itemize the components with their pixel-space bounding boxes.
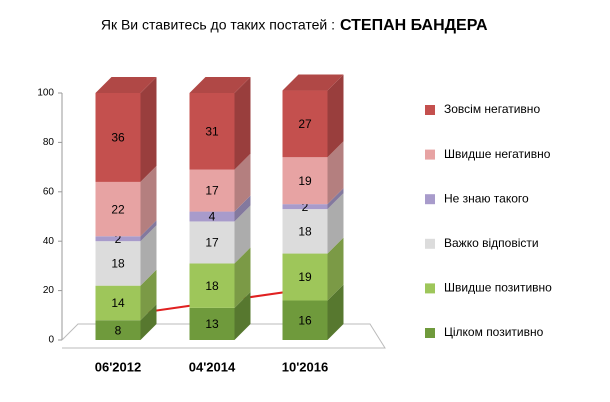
- value-label: 8: [115, 323, 122, 337]
- value-label: 2: [302, 200, 309, 214]
- legend-label: Важко відповісти: [444, 236, 539, 250]
- bar-side: [140, 220, 157, 242]
- bar-top: [189, 77, 251, 93]
- bar-side: [140, 225, 157, 286]
- bar-side: [327, 188, 344, 210]
- value-label: 31: [205, 124, 219, 138]
- bar: [95, 181, 141, 237]
- bar: [95, 285, 141, 321]
- value-label: 19: [298, 270, 312, 284]
- legend-swatch: [425, 238, 435, 249]
- bar-side: [234, 195, 251, 222]
- bar: [189, 307, 235, 340]
- bar-side: [140, 269, 157, 321]
- x-tick-label: 06'2012: [95, 359, 141, 374]
- value-label: 17: [205, 236, 219, 250]
- bar-side: [234, 153, 251, 212]
- value-label: 2: [115, 232, 122, 246]
- bar-side: [234, 205, 251, 264]
- value-label: 13: [205, 317, 219, 331]
- bar-side: [140, 165, 157, 237]
- legend-swatch: [425, 328, 435, 338]
- legend-swatch: [425, 149, 435, 160]
- bar: [189, 211, 235, 222]
- value-label: 16: [298, 313, 312, 327]
- value-label: 18: [298, 224, 312, 238]
- legend-label: Швидше позитивно: [444, 281, 552, 295]
- bar-top: [282, 74, 344, 91]
- legend-swatch: [425, 105, 435, 115]
- bar: [189, 263, 235, 308]
- y-tick-label: 0: [48, 335, 54, 346]
- value-label: 17: [205, 184, 219, 198]
- legend-label: Зовсім негативно: [444, 102, 540, 116]
- bar-side: [327, 141, 344, 205]
- value-label: 22: [111, 202, 125, 216]
- x-tick-label: 04'2014: [189, 359, 236, 374]
- bar: [282, 90, 328, 158]
- bar: [282, 300, 328, 340]
- floor: [61, 323, 386, 349]
- y-tick-label: 20: [43, 285, 55, 296]
- bar-side: [234, 77, 251, 170]
- value-label: 18: [205, 279, 219, 293]
- bar-side: [327, 237, 344, 301]
- value-label: 14: [111, 296, 125, 310]
- bar: [95, 236, 141, 242]
- bar: [189, 169, 235, 212]
- bar-top: [95, 77, 157, 93]
- y-tick-label: 60: [43, 186, 55, 197]
- bar-side: [327, 284, 344, 340]
- legend-swatch: [425, 283, 435, 294]
- y-tick-label: 40: [43, 236, 55, 247]
- bar: [95, 93, 141, 182]
- bar-side: [140, 304, 157, 340]
- chart-title-subject: СТЕПАН БАНДЕРА: [340, 17, 488, 34]
- bar-side: [327, 74, 344, 158]
- legend-label: Швидше негативно: [444, 147, 551, 161]
- chart-title: Як Ви ставитесь до таких постатей :: [101, 17, 335, 33]
- value-label: 36: [111, 131, 125, 145]
- y-tick-label: 100: [37, 88, 54, 99]
- bar: [282, 209, 328, 254]
- bar: [282, 157, 328, 205]
- y-tick-label: 80: [43, 137, 55, 148]
- legend-label: Цілком позитивно: [444, 325, 544, 339]
- x-tick-label: 10'2016: [282, 359, 328, 374]
- value-label: 4: [209, 210, 216, 224]
- bar-side: [234, 247, 251, 308]
- bar-side: [234, 291, 251, 340]
- value-label: 19: [298, 174, 312, 188]
- value-label: 27: [298, 117, 312, 131]
- bar: [282, 253, 328, 301]
- bar-side: [140, 77, 157, 182]
- legend-label: Не знаю такого: [444, 191, 529, 205]
- bar: [189, 93, 235, 170]
- bar-side: [327, 193, 344, 254]
- value-label: 18: [111, 257, 125, 271]
- bar: [95, 241, 141, 286]
- bar: [189, 221, 235, 264]
- legend-swatch: [425, 194, 435, 205]
- bar: [95, 320, 141, 340]
- bar: [282, 204, 328, 210]
